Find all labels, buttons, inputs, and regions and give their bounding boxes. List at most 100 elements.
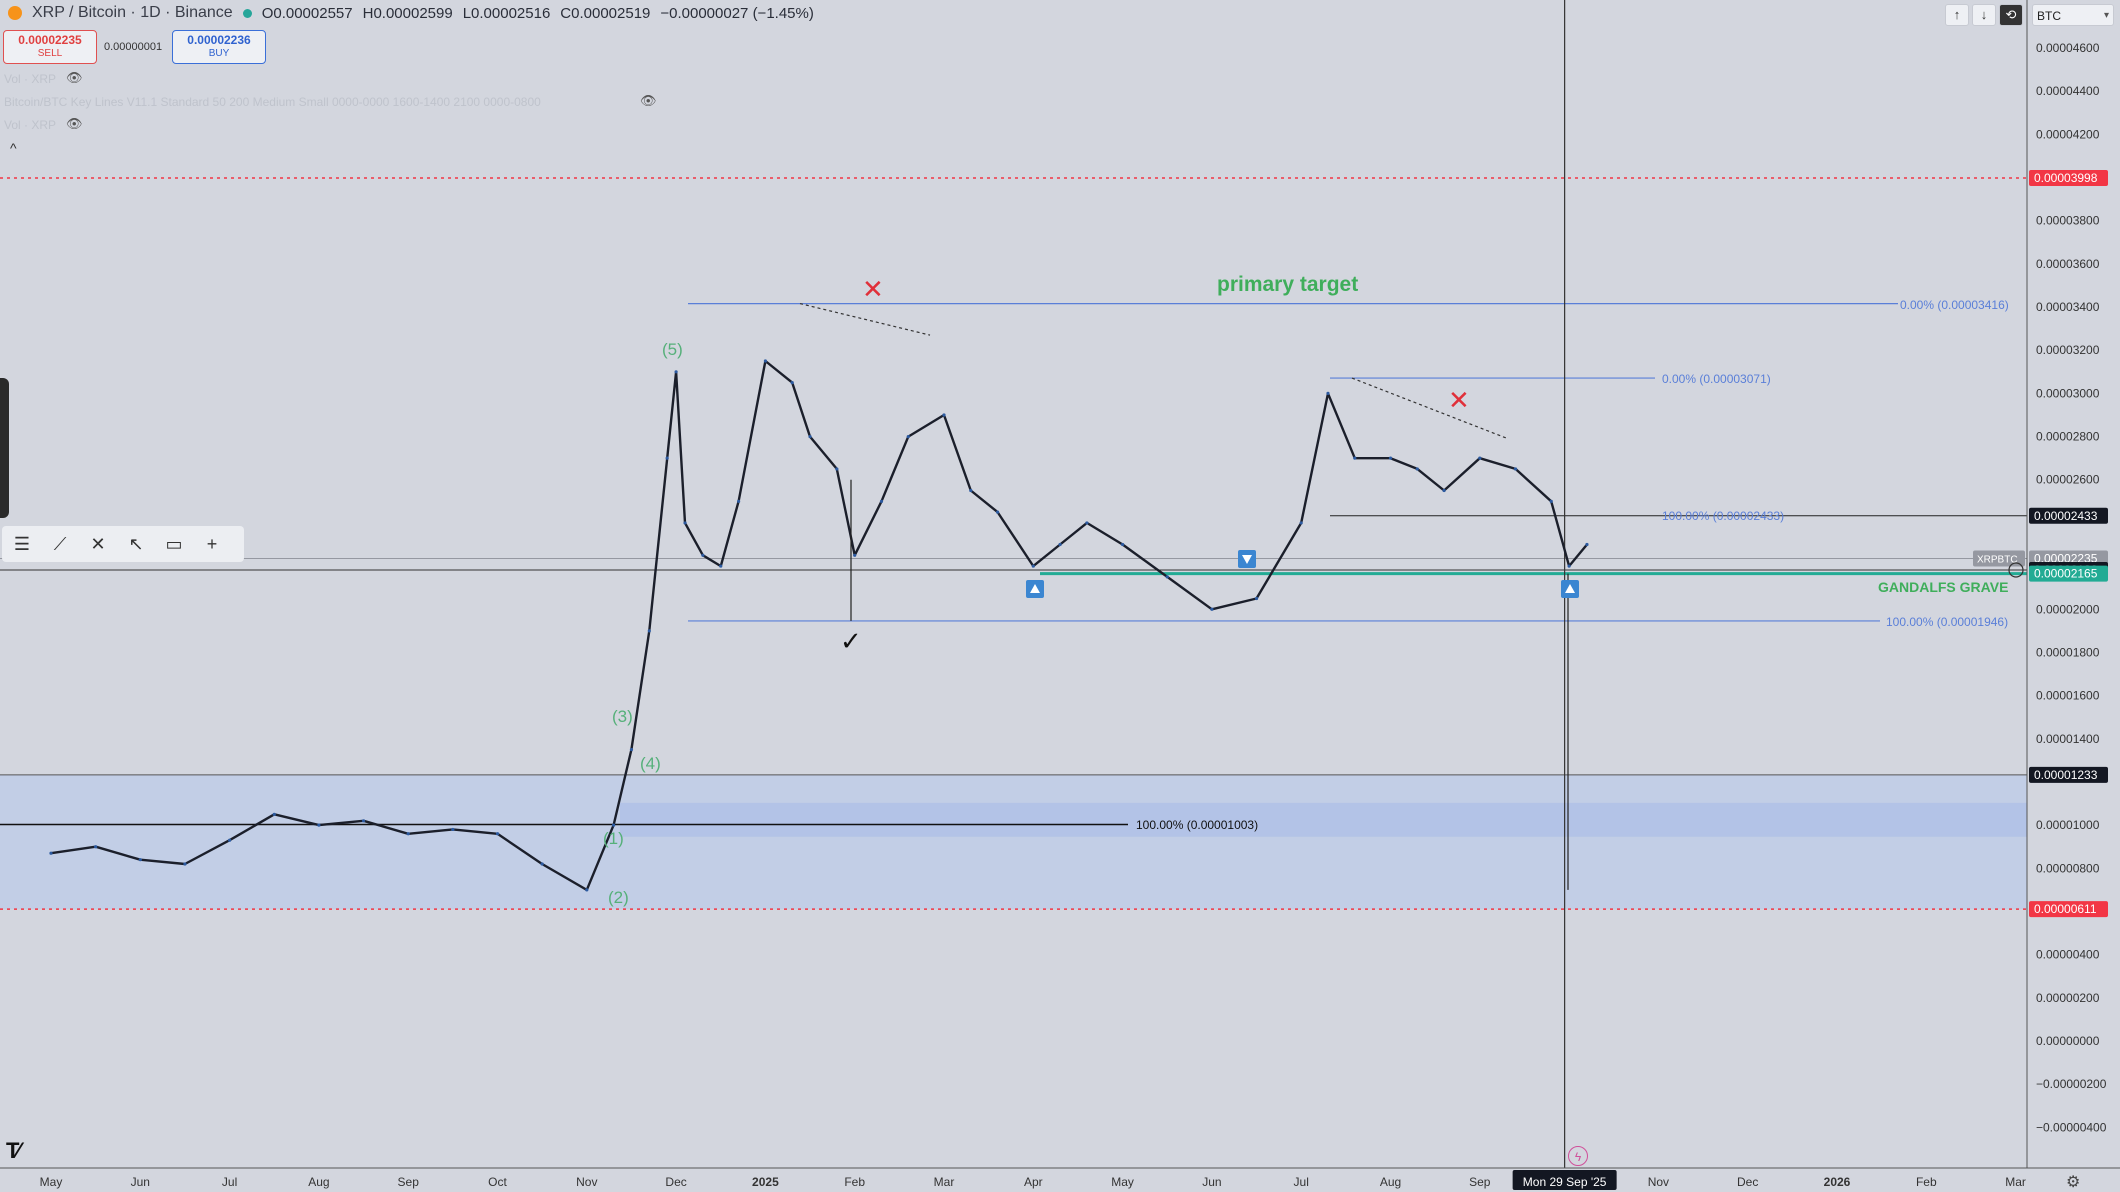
price-point [1585, 542, 1589, 547]
primary-target-label: primary target [1217, 273, 1358, 296]
cross-marker: ✕ [1448, 385, 1470, 415]
chevron-down-icon: ▾ [2103, 10, 2109, 21]
price-tick-label: 0.00004600 [2036, 41, 2100, 55]
price-point [1442, 488, 1446, 493]
time-tick-label: Feb [844, 1175, 865, 1189]
time-tick-label: Mar [2005, 1175, 2026, 1189]
crosshair-date-label: Mon 29 Sep '25 [1523, 1175, 1607, 1189]
time-tick-label: Jun [1202, 1175, 1221, 1189]
price-point [835, 467, 839, 471]
price-point [683, 521, 687, 525]
add-alert-icon[interactable] [2008, 562, 2024, 578]
price-point [1326, 391, 1330, 395]
replay-icon[interactable]: ⟲ [1999, 4, 2023, 26]
indicator-key-lines[interactable]: Bitcoin/BTC Key Lines V11.1 Standard 50 … [4, 95, 541, 109]
price-point [1353, 456, 1357, 460]
price-label-badge [2029, 565, 2108, 582]
trend-tool-icon[interactable]: ⟋ [53, 533, 67, 554]
indicator-volume-2[interactable]: Vol · XRP [4, 118, 57, 132]
price-tick-label: 0.00003400 [2036, 300, 2100, 314]
time-tick-label: Feb [1916, 1175, 1937, 1189]
price-point [719, 564, 723, 568]
price-point [1085, 521, 1089, 525]
price-point [94, 845, 98, 849]
currency-select[interactable]: BTC ▾ [2032, 4, 2114, 26]
symbol-header: XRP / Bitcoin · 1D · Binance O0.00002557… [8, 4, 814, 22]
time-tick-label: Dec [1737, 1175, 1758, 1189]
time-tick-label: Jul [1294, 1175, 1309, 1189]
collapse-indicators-icon[interactable]: ^ [10, 140, 17, 156]
price-axis[interactable] [2027, 0, 2120, 1168]
price-point [49, 851, 53, 855]
fib-label: 100.00% (0.00002433) [1662, 509, 1784, 523]
symbol-title[interactable]: XRP / Bitcoin · 1D · Binance [32, 4, 233, 21]
price-tick-label: −0.00000400 [2036, 1120, 2107, 1134]
time-axis[interactable] [0, 1168, 2120, 1192]
lightning-icon[interactable]: ϟ [1568, 1146, 1588, 1166]
price-point [317, 823, 321, 827]
price-tick-label: 0.00000400 [2036, 948, 2100, 962]
time-tick-label: Sep [398, 1175, 420, 1189]
sell-price: 0.00002235 [18, 33, 82, 47]
arrow-down-icon[interactable]: ↓ [1972, 4, 1996, 26]
xrp-logo-icon [8, 6, 22, 20]
ohlc-open: O0.00002557 [261, 4, 353, 22]
price-point [495, 832, 500, 836]
drawing-panel-handle[interactable] [0, 378, 9, 518]
price-tick-label: 0.00001800 [2036, 645, 2100, 659]
eye-icon[interactable]: 👁 [66, 70, 83, 85]
price-tick-label: 0.00003000 [2036, 386, 2100, 400]
price-point [942, 413, 946, 417]
time-tick-label: Jul [222, 1175, 237, 1189]
symbol-tag [1973, 550, 2025, 567]
eye-icon[interactable]: 👁 [640, 93, 657, 108]
price-point [228, 838, 232, 842]
support-zone-inner [620, 802, 2027, 837]
price-point [790, 380, 794, 385]
buy-signal-marker-glyph [1030, 584, 1040, 593]
settings-gear-icon[interactable]: ⚙ [2066, 1174, 2081, 1191]
price-point [629, 747, 634, 752]
eye-icon[interactable]: 👁 [66, 116, 83, 131]
price-point [1549, 499, 1553, 503]
price-series-line [50, 359, 1588, 892]
price-point [1210, 607, 1214, 611]
buy-signal-marker-glyph [1565, 584, 1575, 593]
time-tick-label: Nov [576, 1175, 597, 1189]
buy-button[interactable]: 0.00002236 BUY [172, 30, 266, 64]
price-tick-label: 0.00000800 [2036, 861, 2100, 875]
price-point [1121, 542, 1125, 547]
price-point [906, 434, 910, 439]
market-status-icon [242, 8, 252, 18]
rectangle-tool-icon[interactable]: ▭ [165, 533, 183, 554]
gandalfs-grave-label: GANDALFS GRAVE [1878, 579, 2008, 595]
price-label-badge [2029, 507, 2108, 524]
list-icon[interactable]: ☰ [13, 533, 31, 554]
time-tick-label: 2026 [1824, 1175, 1851, 1189]
price-point [1388, 456, 1393, 460]
price-point [763, 359, 768, 363]
cursor-icon[interactable]: ↖ [128, 533, 144, 554]
pattern-tool-icon[interactable]: ✕ [90, 533, 106, 554]
symbol-tag-text: XRPBTC [1977, 555, 2018, 566]
buy-label: BUY [208, 48, 230, 59]
buy-price: 0.00002236 [187, 33, 251, 47]
price-point [853, 553, 857, 557]
cross-marker: ✕ [862, 274, 884, 304]
trendline [1351, 377, 1509, 440]
time-tick-label: May [40, 1175, 63, 1189]
arrow-up-icon[interactable]: ↑ [1945, 4, 1969, 26]
crosshair-icon[interactable]: + [206, 533, 218, 554]
time-tick-label: Jun [131, 1175, 150, 1189]
wave-label: (3) [612, 707, 633, 726]
sell-button[interactable]: 0.00002235 SELL [3, 30, 97, 64]
time-tick-label: Nov [1648, 1175, 1669, 1189]
wave-label: (4) [640, 754, 661, 773]
price-tick-label: 0.00003800 [2036, 214, 2100, 228]
price-point [1415, 467, 1419, 471]
price-tick-label: 0.00001000 [2036, 818, 2100, 832]
price-point [406, 832, 410, 836]
indicator-volume[interactable]: Vol · XRP [4, 72, 57, 86]
sell-signal-marker-glyph [1242, 555, 1252, 564]
